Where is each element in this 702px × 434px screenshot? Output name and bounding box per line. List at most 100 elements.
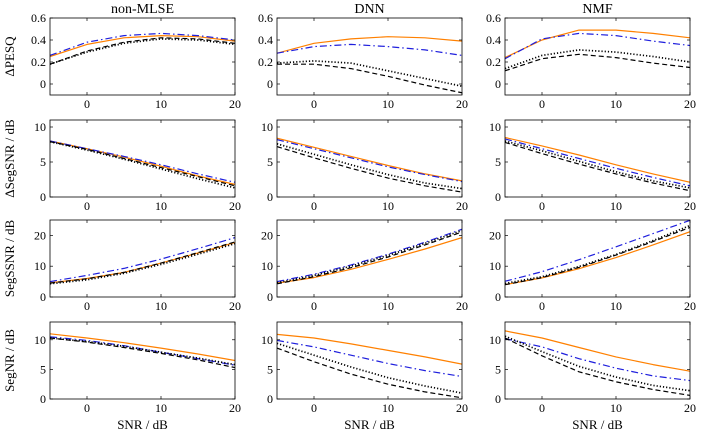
panel-r3-c2-ytick-label-0: 0: [495, 392, 501, 406]
panel-r3-c2-frame: [504, 321, 691, 400]
panel-r1-c1-series-black-dashed: [277, 146, 462, 193]
panel-r0-c1-ytick-label-0: 0: [267, 77, 273, 91]
panel-r1-c1-xtick-label-0: 0: [311, 199, 317, 213]
panel-r3-c1-ytick-label-1: 5: [267, 362, 273, 376]
panel-r3-c2-ytick-label-2: 10: [489, 333, 501, 347]
panel-r3-c1-frame: [276, 321, 463, 400]
panel-r3-c1-series-black-dotted: [277, 342, 462, 394]
panel-r3-c0-xtick-label-10: 10: [155, 401, 167, 415]
panel-r0-c2-frame: [504, 17, 691, 96]
panel-r3-c2-xtick-label-0: 0: [539, 401, 545, 415]
panel-r2-c1-series-orange-solid: [277, 237, 462, 284]
panel-r3-c2-xtick-label-10: 10: [610, 401, 622, 415]
panel-r3-c0-xtick-label-20: 20: [229, 401, 241, 415]
panel-r1-c0-xtick-label-10: 10: [155, 199, 167, 213]
panel-r3-c1-series-black-dashed: [277, 347, 462, 399]
panel-r0-c0-ytick-label-2: 0.4: [31, 33, 46, 47]
column-title-dnn: DNN: [354, 2, 384, 17]
panel-r0-c1-ytick-label-3: 0.6: [258, 11, 273, 25]
row-ylabel-1: ΔSegSNR / dB: [2, 119, 17, 198]
panel-r3-c0-series-black-dotted: [50, 337, 235, 366]
panel-r2-c0-xtick-label-0: 0: [84, 299, 90, 313]
panel-r0-c0-series-orange-solid: [50, 34, 235, 58]
panel-r1-c1-frame: [276, 119, 463, 198]
panel-r1-c2-xtick-label-20: 20: [684, 199, 696, 213]
panel-r1-c2-series-black-dashed: [505, 141, 690, 192]
panel-r0-c2-series-orange-solid: [505, 29, 690, 59]
panel-r0-c1-series-orange-solid: [277, 36, 462, 54]
panel-r1-c2-frame: [504, 119, 691, 198]
panel-r2-c1-frame: [276, 219, 463, 298]
panel-r1-c0-frame: [49, 119, 236, 198]
panel-r2-c0-xtick-label-10: 10: [155, 299, 167, 313]
panel-r3-c2-series-orange-solid: [505, 330, 690, 372]
panel-r2-c0-ytick-label-2: 20: [34, 228, 46, 242]
panel-r1-c2-ytick-label-0: 0: [495, 190, 501, 204]
panel-r2-c2-ytick-label-0: 0: [495, 290, 501, 304]
panel-r1-c2-series-blue-dashdot: [505, 138, 690, 187]
panel-r1-c2-xtick-label-0: 0: [539, 199, 545, 213]
panel-r1-c2-xtick-label-10: 10: [610, 199, 622, 213]
panel-r3-c0-frame: [49, 321, 236, 400]
panel-r0-c0-ytick-label-0: 0: [40, 77, 46, 91]
panel-r1-c2-ytick-label-1: 5: [495, 155, 501, 169]
panel-r2-c1-xtick-label-10: 10: [382, 299, 394, 313]
panel-r3-c1-xtick-label-0: 0: [311, 401, 317, 415]
panel-r3-c1-xtick-label-10: 10: [382, 401, 394, 415]
panel-r2-c1-ytick-label-2: 20: [261, 228, 273, 242]
panel-r3-c0-ytick-label-0: 0: [40, 392, 46, 406]
panel-r2-c0-xtick-label-20: 20: [229, 299, 241, 313]
panel-r2-c2-ytick-label-2: 20: [489, 228, 501, 242]
panel-r2-c0-ytick-label-1: 10: [34, 259, 46, 273]
panel-r0-c2-ytick-label-2: 0.4: [486, 33, 501, 47]
panel-r3-c2-ytick-label-1: 5: [495, 362, 501, 376]
panel-r1-c0-xtick-label-0: 0: [84, 199, 90, 213]
panel-r2-c2-series-black-dotted: [505, 224, 690, 285]
panel-r3-c1-ytick-label-0: 0: [267, 392, 273, 406]
panel-r0-c1-xtick-label-10: 10: [382, 97, 394, 111]
panel-r1-c0-ytick-label-2: 10: [34, 120, 46, 134]
panel-r1-c2-series-black-dotted: [505, 140, 690, 189]
panel-r0-c2-xtick-label-20: 20: [684, 97, 696, 111]
x-axis-label-0: SNR / dB: [117, 417, 168, 432]
panel-r0-c2-xtick-label-10: 10: [610, 97, 622, 111]
panel-r1-c0-ytick-label-0: 0: [40, 190, 46, 204]
panel-r2-c1-series-blue-dashdot: [277, 228, 462, 283]
row-ylabel-0: ΔPESQ: [2, 36, 17, 77]
panel-r1-c0-ytick-label-1: 5: [40, 155, 46, 169]
panel-r3-c1-ytick-label-2: 10: [261, 333, 273, 347]
panel-r3-c1-series-orange-solid: [277, 333, 462, 365]
panel-r3-c2-series-blue-dashdot: [505, 338, 690, 382]
panel-r1-c1-series-blue-dashdot: [277, 139, 462, 183]
panel-r0-c1-xtick-label-0: 0: [311, 97, 317, 111]
panel-r0-c1-ytick-label-2: 0.4: [258, 33, 273, 47]
panel-r1-c1-ytick-label-0: 0: [267, 190, 273, 204]
panel-r3-c0-ytick-label-2: 10: [34, 333, 46, 347]
panel-r1-c1-ytick-label-2: 10: [261, 120, 273, 134]
panel-r1-c0-series-black-dotted: [50, 140, 235, 189]
panel-r0-c2-series-blue-dashdot: [505, 32, 690, 60]
panel-r3-c2-series-black-dashed: [505, 337, 690, 396]
panel-r3-c1-xtick-label-20: 20: [456, 401, 468, 415]
panel-r0-c1-xtick-label-20: 20: [456, 97, 468, 111]
panel-r1-c0-series-black-dashed: [50, 141, 235, 187]
panel-r0-c2-series-black-dotted: [505, 49, 690, 70]
panel-r0-c2-ytick-label-0: 0: [495, 77, 501, 91]
panel-r3-c2-series-black-dotted: [505, 335, 690, 392]
panel-r0-c0-xtick-label-10: 10: [155, 97, 167, 111]
panel-r1-c0-series-blue-dashdot: [50, 140, 235, 183]
panel-r0-c2-series-black-dashed: [505, 53, 690, 72]
panel-r0-c0-xtick-label-0: 0: [84, 97, 90, 111]
panel-r3-c0-series-orange-solid: [50, 333, 235, 362]
panel-r0-c0-ytick-label-3: 0.6: [31, 11, 46, 25]
panel-r2-c1-ytick-label-0: 0: [267, 290, 273, 304]
column-title-non-mlse: non-MLSE: [111, 2, 174, 17]
row-ylabel-3: SegNR / dB: [2, 329, 17, 392]
x-axis-label-1: SNR / dB: [344, 417, 395, 432]
panel-r2-c0-series-blue-dashdot: [50, 237, 235, 283]
panel-r0-c0-series-black-dotted: [50, 38, 235, 66]
panel-r2-c2-xtick-label-10: 10: [610, 299, 622, 313]
panel-r0-c1-series-black-dotted: [277, 60, 462, 88]
x-axis-label-2: SNR / dB: [572, 417, 623, 432]
